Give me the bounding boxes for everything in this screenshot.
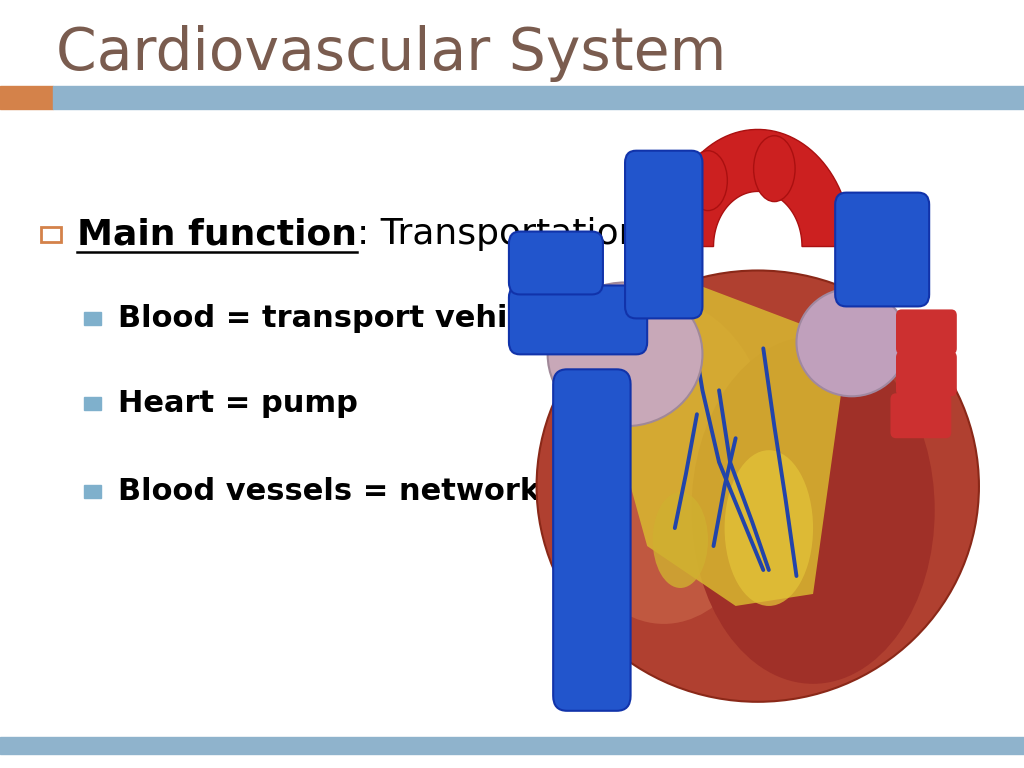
Text: Blood = transport vehicle: Blood = transport vehicle	[118, 304, 556, 333]
Bar	[84, 485, 101, 498]
Bar	[84, 397, 101, 410]
Text: Heart = pump: Heart = pump	[118, 389, 357, 418]
Ellipse shape	[553, 300, 774, 624]
Ellipse shape	[797, 289, 907, 396]
Ellipse shape	[652, 492, 708, 588]
Bar	[84, 313, 101, 326]
Bar	[41, 227, 61, 242]
PathPatch shape	[614, 283, 841, 606]
Polygon shape	[664, 130, 852, 247]
FancyBboxPatch shape	[625, 151, 702, 319]
Text: Main function: Main function	[77, 217, 356, 251]
FancyBboxPatch shape	[836, 193, 929, 306]
Text: Blood vessels = network of tubes: Blood vessels = network of tubes	[118, 477, 692, 506]
FancyBboxPatch shape	[509, 286, 647, 354]
FancyBboxPatch shape	[553, 369, 631, 711]
Ellipse shape	[548, 283, 702, 426]
Text: : Transportation: : Transportation	[356, 217, 641, 251]
Ellipse shape	[691, 336, 935, 684]
Ellipse shape	[688, 151, 727, 210]
FancyBboxPatch shape	[509, 232, 603, 294]
Ellipse shape	[725, 450, 813, 606]
Ellipse shape	[537, 270, 979, 702]
Ellipse shape	[754, 136, 795, 201]
Bar	[0, 737, 1024, 754]
FancyBboxPatch shape	[896, 352, 956, 396]
FancyBboxPatch shape	[891, 393, 951, 439]
Bar	[0, 86, 53, 109]
Text: Cardiovascular System: Cardiovascular System	[56, 25, 727, 82]
FancyBboxPatch shape	[896, 310, 956, 354]
Bar	[53, 86, 1024, 109]
